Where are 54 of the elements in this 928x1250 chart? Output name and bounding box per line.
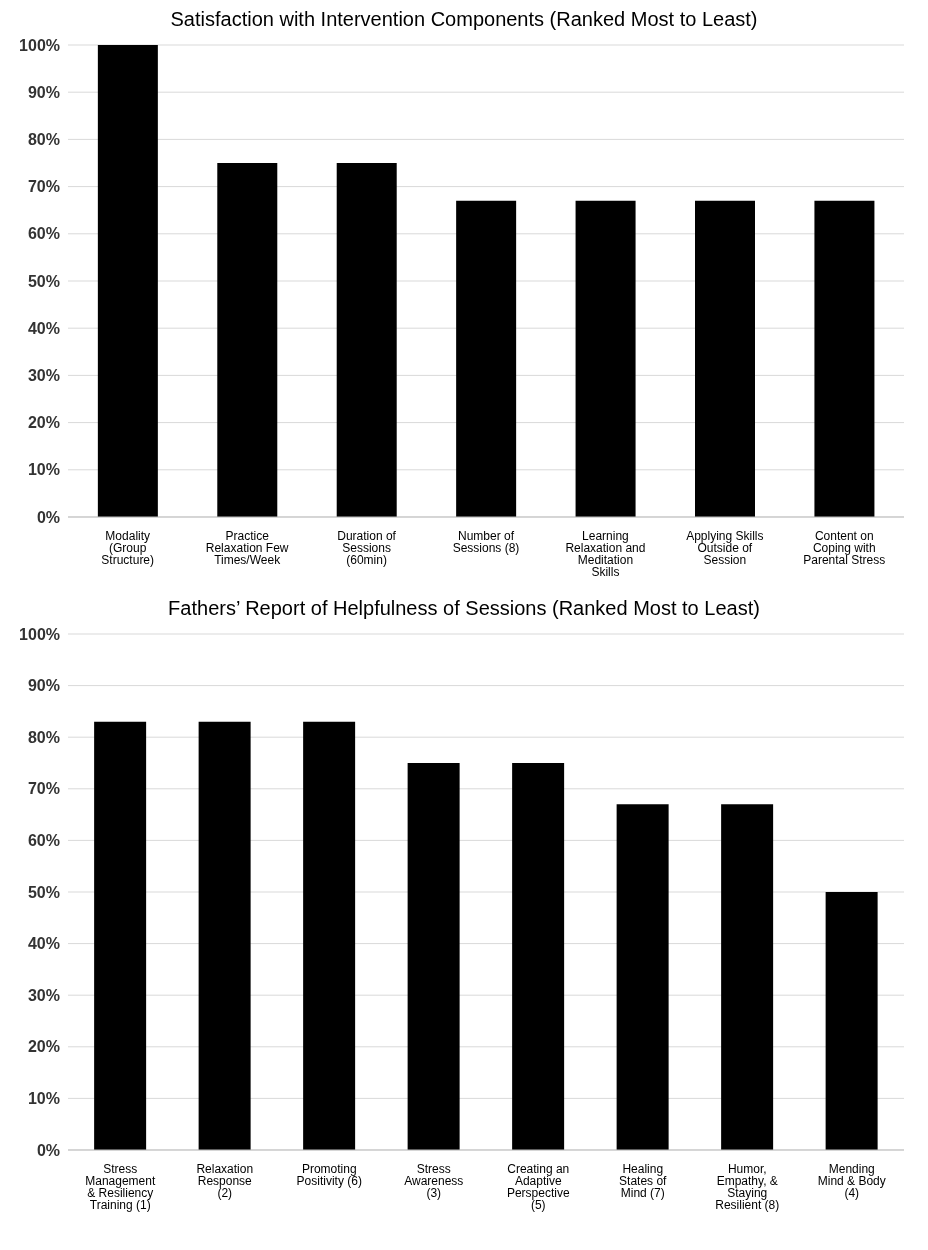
bar bbox=[456, 200, 517, 517]
bar bbox=[94, 721, 147, 1150]
y-tick-label: 0% bbox=[36, 1141, 60, 1159]
x-tick-label: Creating an Adaptive Perspective (5) bbox=[506, 1161, 570, 1212]
y-tick-label: 50% bbox=[27, 272, 60, 290]
y-tick-label: 100% bbox=[19, 36, 60, 54]
x-tick-label: Mending Mind & Body (4) bbox=[817, 1161, 886, 1200]
chart-title: Satisfaction with Intervention Components (Ranked Most to Least) bbox=[169, 8, 759, 31]
x-tick-label: Healing States of Mind (7) bbox=[619, 1161, 668, 1200]
bar bbox=[303, 721, 356, 1150]
y-tick-label: 20% bbox=[27, 1038, 60, 1056]
bar bbox=[575, 200, 636, 517]
bar bbox=[814, 200, 875, 517]
bar bbox=[512, 763, 565, 1150]
bar bbox=[97, 45, 158, 517]
y-tick-label: 80% bbox=[27, 728, 60, 746]
bar bbox=[616, 804, 669, 1150]
y-tick-label: 40% bbox=[27, 935, 60, 953]
chart-title: Fathers’ Report of Helpfulness of Sessions (Ranked Most to Least) bbox=[167, 597, 761, 620]
x-tick-label: Duration of Sessions (60min) bbox=[337, 528, 397, 567]
y-tick-label: 70% bbox=[27, 178, 60, 196]
x-tick-label: Practice Relaxation Few Times/Week bbox=[205, 528, 289, 567]
y-tick-label: 60% bbox=[27, 225, 60, 243]
y-tick-label: 10% bbox=[27, 1090, 60, 1108]
y-tick-label: 20% bbox=[27, 414, 60, 432]
x-tick-label: Stress Awareness (3) bbox=[404, 1161, 464, 1200]
bar bbox=[336, 163, 397, 517]
x-tick-label: Relaxation Response (2) bbox=[196, 1161, 254, 1200]
x-tick-label: Humor, Empathy, & Staying Resilient (8) bbox=[715, 1161, 780, 1212]
bar bbox=[217, 163, 278, 517]
y-tick-label: 90% bbox=[27, 677, 60, 695]
y-tick-label: 60% bbox=[27, 832, 60, 850]
bar bbox=[825, 892, 878, 1150]
y-tick-label: 40% bbox=[27, 319, 60, 337]
bar bbox=[695, 200, 755, 517]
x-tick-label: Applying Skills Outside of Session bbox=[686, 528, 764, 567]
y-tick-label: 0% bbox=[36, 508, 60, 526]
x-tick-label: Learning Relaxation and Meditation Skills bbox=[565, 528, 646, 579]
y-tick-label: 80% bbox=[27, 131, 60, 149]
y-tick-label: 30% bbox=[27, 986, 60, 1004]
x-tick-label: Content on Coping with Parental Stress bbox=[803, 528, 886, 567]
bar bbox=[198, 721, 251, 1150]
x-tick-label: Promoting Positivity (6) bbox=[296, 1161, 362, 1188]
y-tick-label: 10% bbox=[27, 461, 60, 479]
bar bbox=[721, 804, 774, 1150]
bar bbox=[407, 763, 460, 1150]
x-tick-label: Modality (Group Structure) bbox=[101, 528, 155, 567]
y-tick-label: 30% bbox=[27, 367, 60, 385]
y-tick-label: 100% bbox=[19, 625, 60, 643]
y-tick-label: 90% bbox=[27, 83, 60, 101]
y-tick-label: 50% bbox=[27, 883, 60, 901]
y-tick-label: 70% bbox=[27, 780, 60, 798]
x-tick-label: Number of Sessions (8) bbox=[452, 528, 520, 555]
x-tick-label: Stress Management & Resiliency Training (1) bbox=[85, 1161, 156, 1212]
